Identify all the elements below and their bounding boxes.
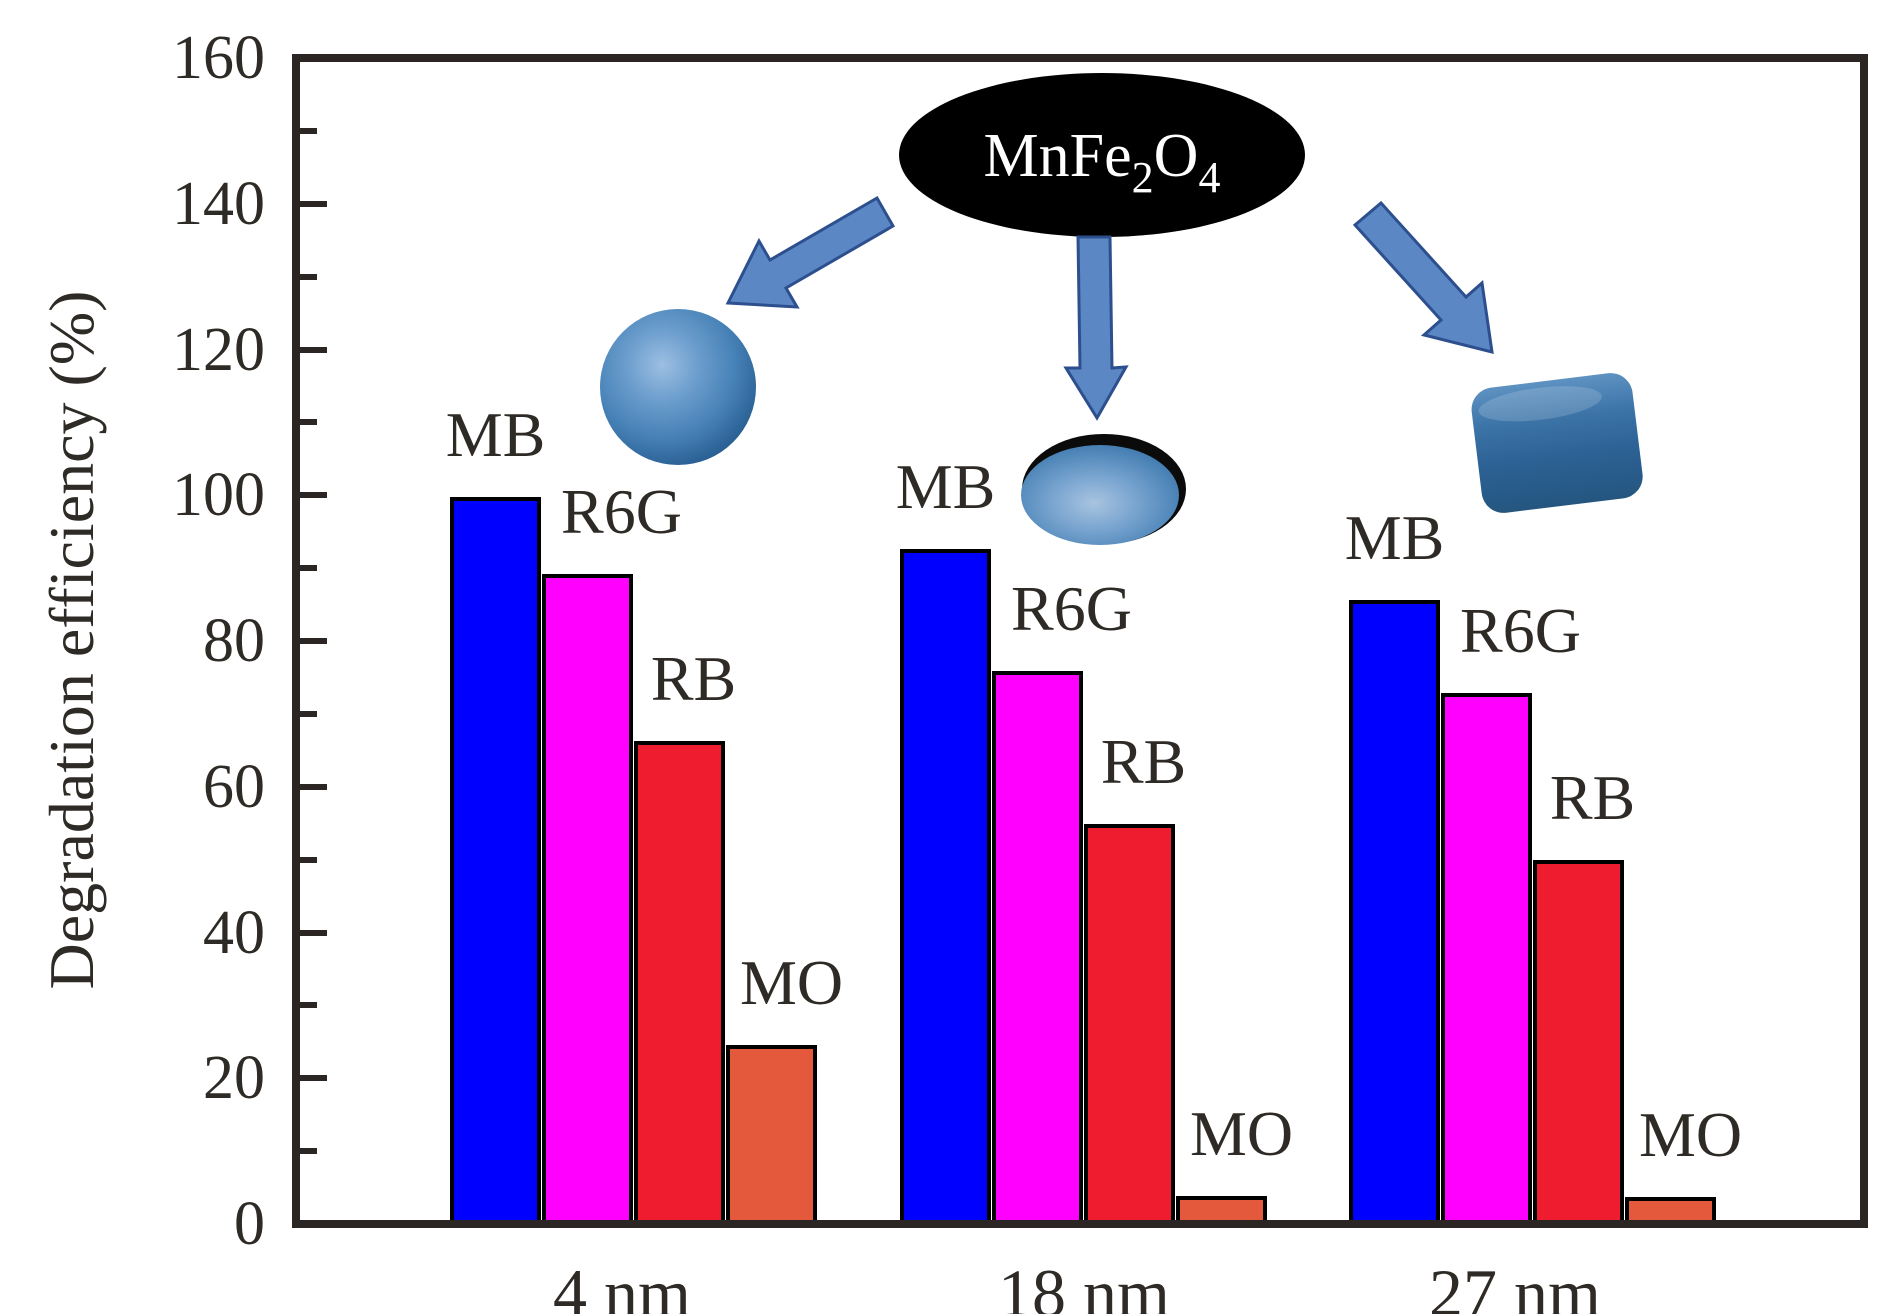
mnfe2o4-ellipse <box>899 73 1305 237</box>
y-minor-tick-110 <box>300 419 317 426</box>
bar-mo-27nm <box>1625 1197 1716 1226</box>
bar-r6g-27nm <box>1441 692 1532 1226</box>
y-minor-tick-70 <box>300 710 317 717</box>
bar-mb-27nm <box>1349 600 1440 1226</box>
arrow-down-left-icon <box>725 195 896 309</box>
x-category-label-4nm: 4 nm <box>553 1255 691 1314</box>
y-tick-label-20: 20 <box>203 1044 265 1113</box>
y-tick-label-40: 40 <box>203 898 265 967</box>
cube-shape <box>1471 373 1643 513</box>
y-tick-label-120: 120 <box>172 315 265 384</box>
bar-r6g-4nm <box>542 573 633 1226</box>
y-tick-label-0: 0 <box>234 1190 265 1258</box>
bar-mo-4nm <box>726 1045 817 1226</box>
x-category-label-27nm: 27 nm <box>1429 1255 1601 1314</box>
y-tick-label-160: 160 <box>172 24 265 92</box>
y-tick-label-100: 100 <box>172 461 265 530</box>
bar-label-rb-27nm: RB <box>1549 762 1636 834</box>
y-tick-label-140: 140 <box>172 169 265 238</box>
bar-label-mb-18nm: MB <box>895 451 996 523</box>
bar-rb-27nm <box>1533 860 1624 1226</box>
oblate-spheroid-shape <box>1021 434 1186 545</box>
y-tick-label-60: 60 <box>203 752 265 821</box>
y-major-tick-40 <box>300 929 327 936</box>
y-major-tick-140 <box>300 200 327 207</box>
bar-label-r6g-4nm: R6G <box>561 475 682 547</box>
bar-label-mo-4nm: MO <box>739 947 844 1019</box>
bar-mb-18nm <box>900 549 991 1226</box>
bar-rb-4nm <box>634 740 725 1226</box>
y-minor-tick-90 <box>300 565 317 572</box>
y-major-tick-80 <box>300 638 327 644</box>
bar-label-r6g-18nm: R6G <box>1011 572 1132 644</box>
y-minor-tick-30 <box>300 1002 317 1009</box>
bar-label-mo-18nm: MO <box>1189 1097 1294 1169</box>
mnfe2o4-formula: MnFe2O4 <box>984 122 1221 202</box>
bar-mb-4nm <box>450 497 541 1226</box>
bar-label-mb-27nm: MB <box>1344 502 1445 574</box>
bar-label-rb-18nm: RB <box>1100 725 1187 797</box>
y-minor-tick-10 <box>300 1148 317 1155</box>
arrow-down-right-icon <box>1352 200 1494 354</box>
arrow-down-icon <box>1063 235 1129 421</box>
bar-label-rb-4nm: RB <box>650 642 737 714</box>
y-tick-label-80: 80 <box>203 607 265 675</box>
y-major-tick-100 <box>300 492 327 499</box>
y-minor-tick-130 <box>300 273 317 280</box>
y-major-tick-60 <box>300 783 327 790</box>
bar-rb-18nm <box>1084 823 1175 1226</box>
bar-mo-18nm <box>1176 1195 1267 1226</box>
bar-r6g-18nm <box>992 670 1083 1226</box>
y-major-tick-20 <box>300 1075 327 1082</box>
x-category-label-18nm: 18 nm <box>998 1255 1170 1314</box>
bar-label-mo-27nm: MO <box>1638 1099 1743 1171</box>
sphere-shape <box>600 309 756 465</box>
y-minor-tick-150 <box>300 127 317 134</box>
bar-label-r6g-27nm: R6G <box>1460 594 1581 666</box>
y-minor-tick-50 <box>300 856 317 863</box>
bar-label-mb-4nm: MB <box>445 399 546 471</box>
y-major-tick-120 <box>300 346 327 353</box>
